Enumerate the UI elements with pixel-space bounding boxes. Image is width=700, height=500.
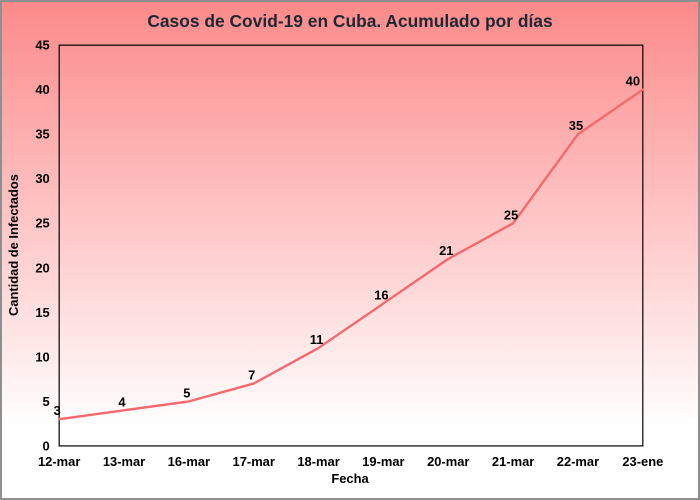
y-tick-label: 5 xyxy=(43,394,50,409)
x-tick-label: 13-mar xyxy=(103,454,145,469)
y-tick-label: 15 xyxy=(35,305,49,320)
y-tick-label: 20 xyxy=(35,260,49,275)
x-axis-title: Fecha xyxy=(331,471,369,486)
data-point-label: 40 xyxy=(626,74,640,89)
y-tick-label: 35 xyxy=(35,127,49,142)
y-tick-label: 10 xyxy=(35,349,49,364)
y-axis-title: Cantidad de Infectados xyxy=(6,174,21,316)
x-tick-label: 12-mar xyxy=(38,454,80,469)
series-line-casos xyxy=(57,88,645,421)
y-axis-tick-labels: 0 5 10 15 20 25 30 35 40 45 xyxy=(35,38,49,454)
x-tick-label: 20-mar xyxy=(427,454,469,469)
data-point-label: 4 xyxy=(118,394,126,409)
x-tick-label: 23-ene xyxy=(622,454,663,469)
y-tick-label: 45 xyxy=(35,38,49,53)
x-tick-label: 17-mar xyxy=(233,454,275,469)
series-data-labels: 3 4 5 7 11 16 21 25 35 40 xyxy=(54,74,640,419)
data-point-label: 25 xyxy=(504,207,518,222)
data-point-label: 3 xyxy=(54,403,61,418)
y-tick-label: 40 xyxy=(35,82,49,97)
chart-title: Casos de Covid-19 en Cuba. Acumulado por… xyxy=(147,11,552,31)
x-axis-tick-labels: 12-mar 13-mar 16-mar 17-mar 18-mar 19-mar 20-m… xyxy=(38,454,663,469)
data-point-label: 11 xyxy=(310,332,324,347)
y-tick-label: 25 xyxy=(35,216,49,231)
data-point-label: 5 xyxy=(183,385,190,400)
y-tick-label: 30 xyxy=(35,171,49,186)
x-tick-label: 18-mar xyxy=(297,454,339,469)
plot-area-frame xyxy=(58,44,644,447)
x-tick-label: 16-mar xyxy=(168,454,210,469)
data-point-label: 35 xyxy=(569,118,583,133)
y-tick-label: 0 xyxy=(43,438,50,453)
x-tick-label: 19-mar xyxy=(362,454,404,469)
x-tick-label: 22-mar xyxy=(557,454,599,469)
data-point-label: 16 xyxy=(374,287,388,302)
data-point-label: 21 xyxy=(439,243,453,258)
data-point-label: 7 xyxy=(248,368,255,383)
x-tick-label: 21-mar xyxy=(492,454,534,469)
